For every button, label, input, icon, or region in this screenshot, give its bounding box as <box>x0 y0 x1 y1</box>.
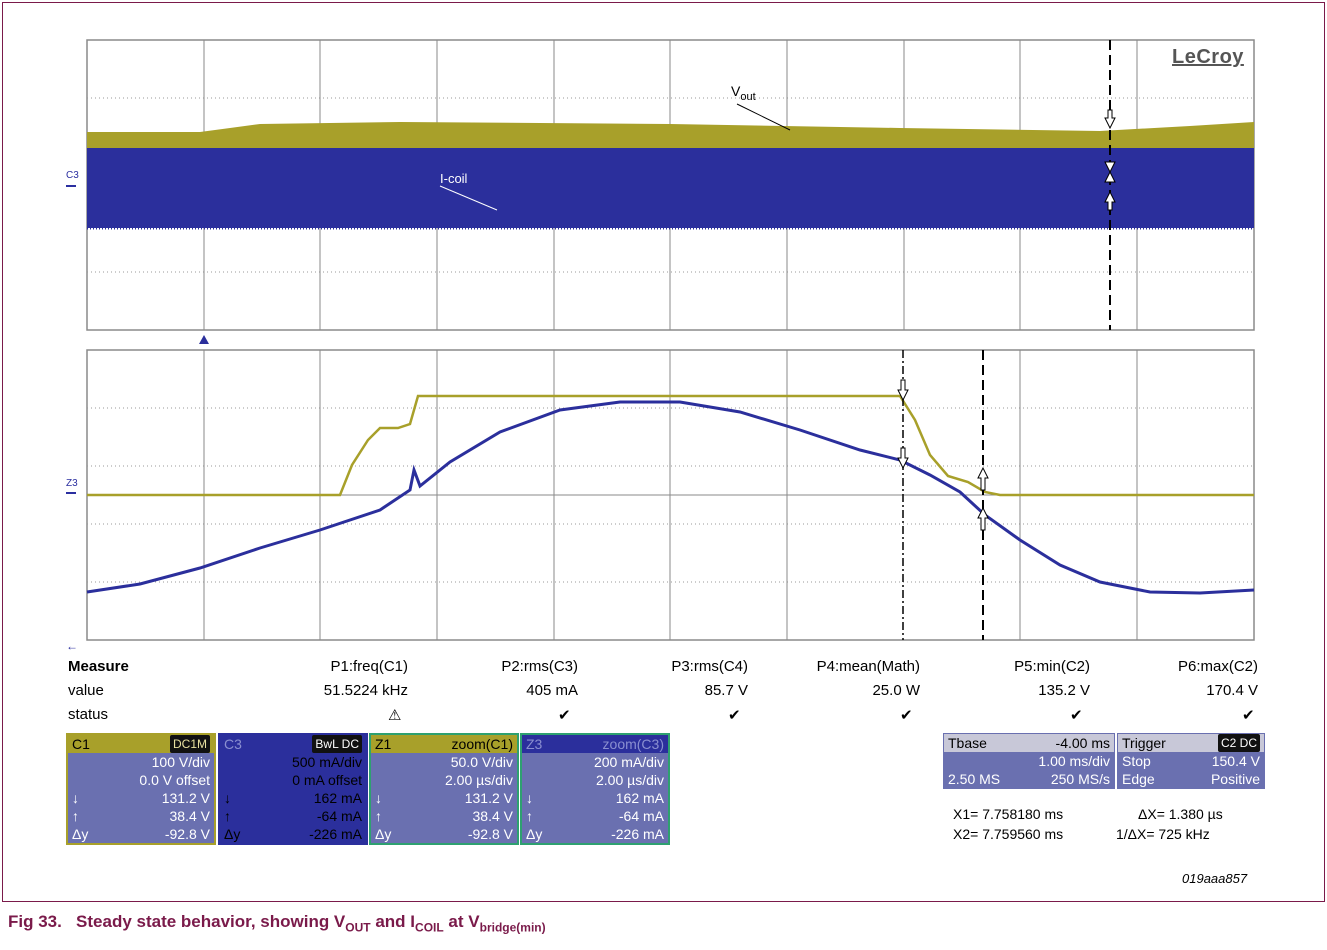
down-cursor-icon: ↓ <box>526 790 533 806</box>
cursor-dx: ΔX= 1.380 µs <box>1138 806 1223 822</box>
figure-frame <box>2 2 1325 902</box>
cursor-x2: X2= 7.759560 ms <box>953 826 1064 842</box>
figure-caption: Fig 33. Steady state behavior, showing V… <box>8 912 546 935</box>
vout-trace-upper <box>87 122 1254 148</box>
channel-box-c3[interactable]: C3 BwL DC 500 mA/div 0 mA offset ↓ 162 mA … <box>218 733 368 845</box>
param-name[interactable]: P1:freq(C1) <box>330 658 408 675</box>
up-cursor-icon: ↑ <box>375 808 382 824</box>
icoil-trace-upper <box>87 148 1254 228</box>
up-cursor-icon: ↑ <box>526 808 533 824</box>
down-cursor-icon: ↓ <box>224 790 231 806</box>
down-cursor-icon: ↓ <box>72 790 79 806</box>
oscilloscope-display: ← LeCroy C3 Z3 Vout I-coil <box>66 39 1255 650</box>
warning-icon: ⚠ <box>388 707 402 724</box>
trigger-box[interactable]: Trigger C2 DC Stop 150.4 V Edge Positive <box>1117 733 1265 789</box>
measure-title: Measure <box>68 658 129 675</box>
vout-trace-zoom <box>87 394 1254 497</box>
param-value: 85.7 V <box>704 682 748 699</box>
param-value: 135.2 V <box>1038 682 1090 699</box>
param-value: 405 mA <box>526 682 578 699</box>
param-name[interactable]: P2:rms(C3) <box>501 658 578 675</box>
param-value: 51.5224 kHz <box>323 682 408 699</box>
trigger-position-marker <box>199 335 209 344</box>
svg-text:←: ← <box>66 639 78 650</box>
param-value: 25.0 W <box>872 682 920 699</box>
channel-box-z3[interactable]: Z3 zoom(C3) 200 mA/div 2.00 µs/div ↓ 162 m… <box>520 733 670 845</box>
lower-channel-marker: Z3 <box>66 478 78 489</box>
cursor-inv-dx: 1/ΔX= 725 kHz <box>1116 826 1210 842</box>
check-icon: ✔ <box>728 707 741 724</box>
timebase-box[interactable]: Tbase -4.00 ms 1.00 ms/div 2.50 MS 250 MS/… <box>943 733 1115 789</box>
upper-channel-marker: C3 <box>66 170 79 181</box>
icoil-trace-zoom <box>86 400 1255 595</box>
brand-logo: LeCroy <box>1172 46 1244 68</box>
check-icon: ✔ <box>1070 707 1083 724</box>
row-label-status: status <box>68 706 109 723</box>
channel-box-c1[interactable]: C1 DC1M 100 V/div 0.0 V offset ↓ 131.2 V ↑… <box>66 733 216 845</box>
param-name[interactable]: P3:rms(C4) <box>671 658 748 675</box>
channel-box-z1[interactable]: Z1 zoom(C1) 50.0 V/div 2.00 µs/div ↓ 131.2… <box>369 733 519 845</box>
check-icon: ✔ <box>1242 707 1255 724</box>
scope-grid-svg: ← <box>66 39 1255 650</box>
param-value: 170.4 V <box>1206 682 1258 699</box>
check-icon: ✔ <box>558 707 571 724</box>
image-id: 019aaa857 <box>1182 871 1248 886</box>
up-cursor-icon: ↑ <box>224 808 231 824</box>
param-name[interactable]: P5:min(C2) <box>1014 658 1090 675</box>
row-label-value: value <box>68 682 104 699</box>
param-name[interactable]: P4:mean(Math) <box>816 658 920 675</box>
down-cursor-icon: ↓ <box>375 790 382 806</box>
check-icon: ✔ <box>900 707 913 724</box>
up-cursor-icon: ↑ <box>72 808 79 824</box>
icoil-label: I-coil <box>440 171 468 186</box>
vout-label: Vout <box>731 83 756 103</box>
cursor-x1: X1= 7.758180 ms <box>953 806 1064 822</box>
param-name[interactable]: P6:max(C2) <box>1177 658 1258 675</box>
